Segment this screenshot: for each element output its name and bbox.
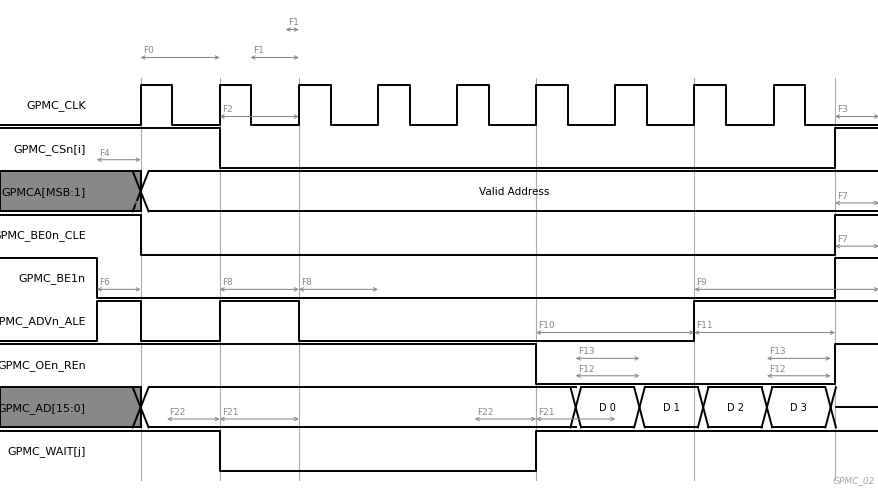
Bar	[0, 172, 140, 212]
Text: F2: F2	[221, 105, 233, 114]
Bar	[0, 387, 140, 427]
Text: F0: F0	[142, 46, 154, 55]
Text: GPMC_CLK: GPMC_CLK	[26, 100, 86, 111]
Text: GPMC_WAIT[j]: GPMC_WAIT[j]	[7, 445, 86, 456]
Text: F6: F6	[98, 278, 110, 286]
Text: GPMC_ADVn_ALE: GPMC_ADVn_ALE	[0, 316, 86, 327]
Text: F1: F1	[287, 19, 299, 27]
Text: GPMC_AD[15:0]: GPMC_AD[15:0]	[0, 402, 86, 413]
Text: F11: F11	[696, 321, 712, 330]
Text: F10: F10	[537, 321, 554, 330]
Text: F1: F1	[253, 46, 263, 55]
Text: F8: F8	[300, 278, 312, 286]
Text: F7: F7	[836, 235, 847, 244]
Text: F21: F21	[221, 407, 238, 416]
Text: GPMC_OEn_REn: GPMC_OEn_REn	[0, 359, 86, 370]
Text: F7: F7	[836, 191, 847, 201]
Text: GPMC_BE0n_CLE: GPMC_BE0n_CLE	[0, 230, 86, 241]
Text: GPMC_02: GPMC_02	[831, 475, 874, 484]
Text: F13: F13	[768, 346, 785, 355]
Text: F12: F12	[578, 364, 594, 373]
Text: D 3: D 3	[789, 403, 806, 412]
Text: GPMC_CSn[i]: GPMC_CSn[i]	[13, 143, 86, 154]
Text: F6: F6	[98, 191, 110, 201]
Text: F21: F21	[537, 407, 554, 416]
Text: F12: F12	[768, 364, 785, 373]
Text: Valid Address: Valid Address	[478, 187, 549, 197]
Text: F4: F4	[98, 148, 110, 157]
Text: D 2: D 2	[726, 403, 743, 412]
Text: F3: F3	[836, 105, 847, 114]
Text: F22: F22	[169, 407, 185, 416]
Text: GPMC_BE1n: GPMC_BE1n	[18, 273, 86, 284]
Text: F9: F9	[696, 278, 707, 286]
Text: GPMCA[MSB:1]: GPMCA[MSB:1]	[2, 187, 86, 197]
Text: F22: F22	[477, 407, 493, 416]
Text: D 0: D 0	[599, 403, 615, 412]
Text: F13: F13	[578, 346, 594, 355]
Text: F8: F8	[221, 278, 233, 286]
Text: D 1: D 1	[662, 403, 679, 412]
